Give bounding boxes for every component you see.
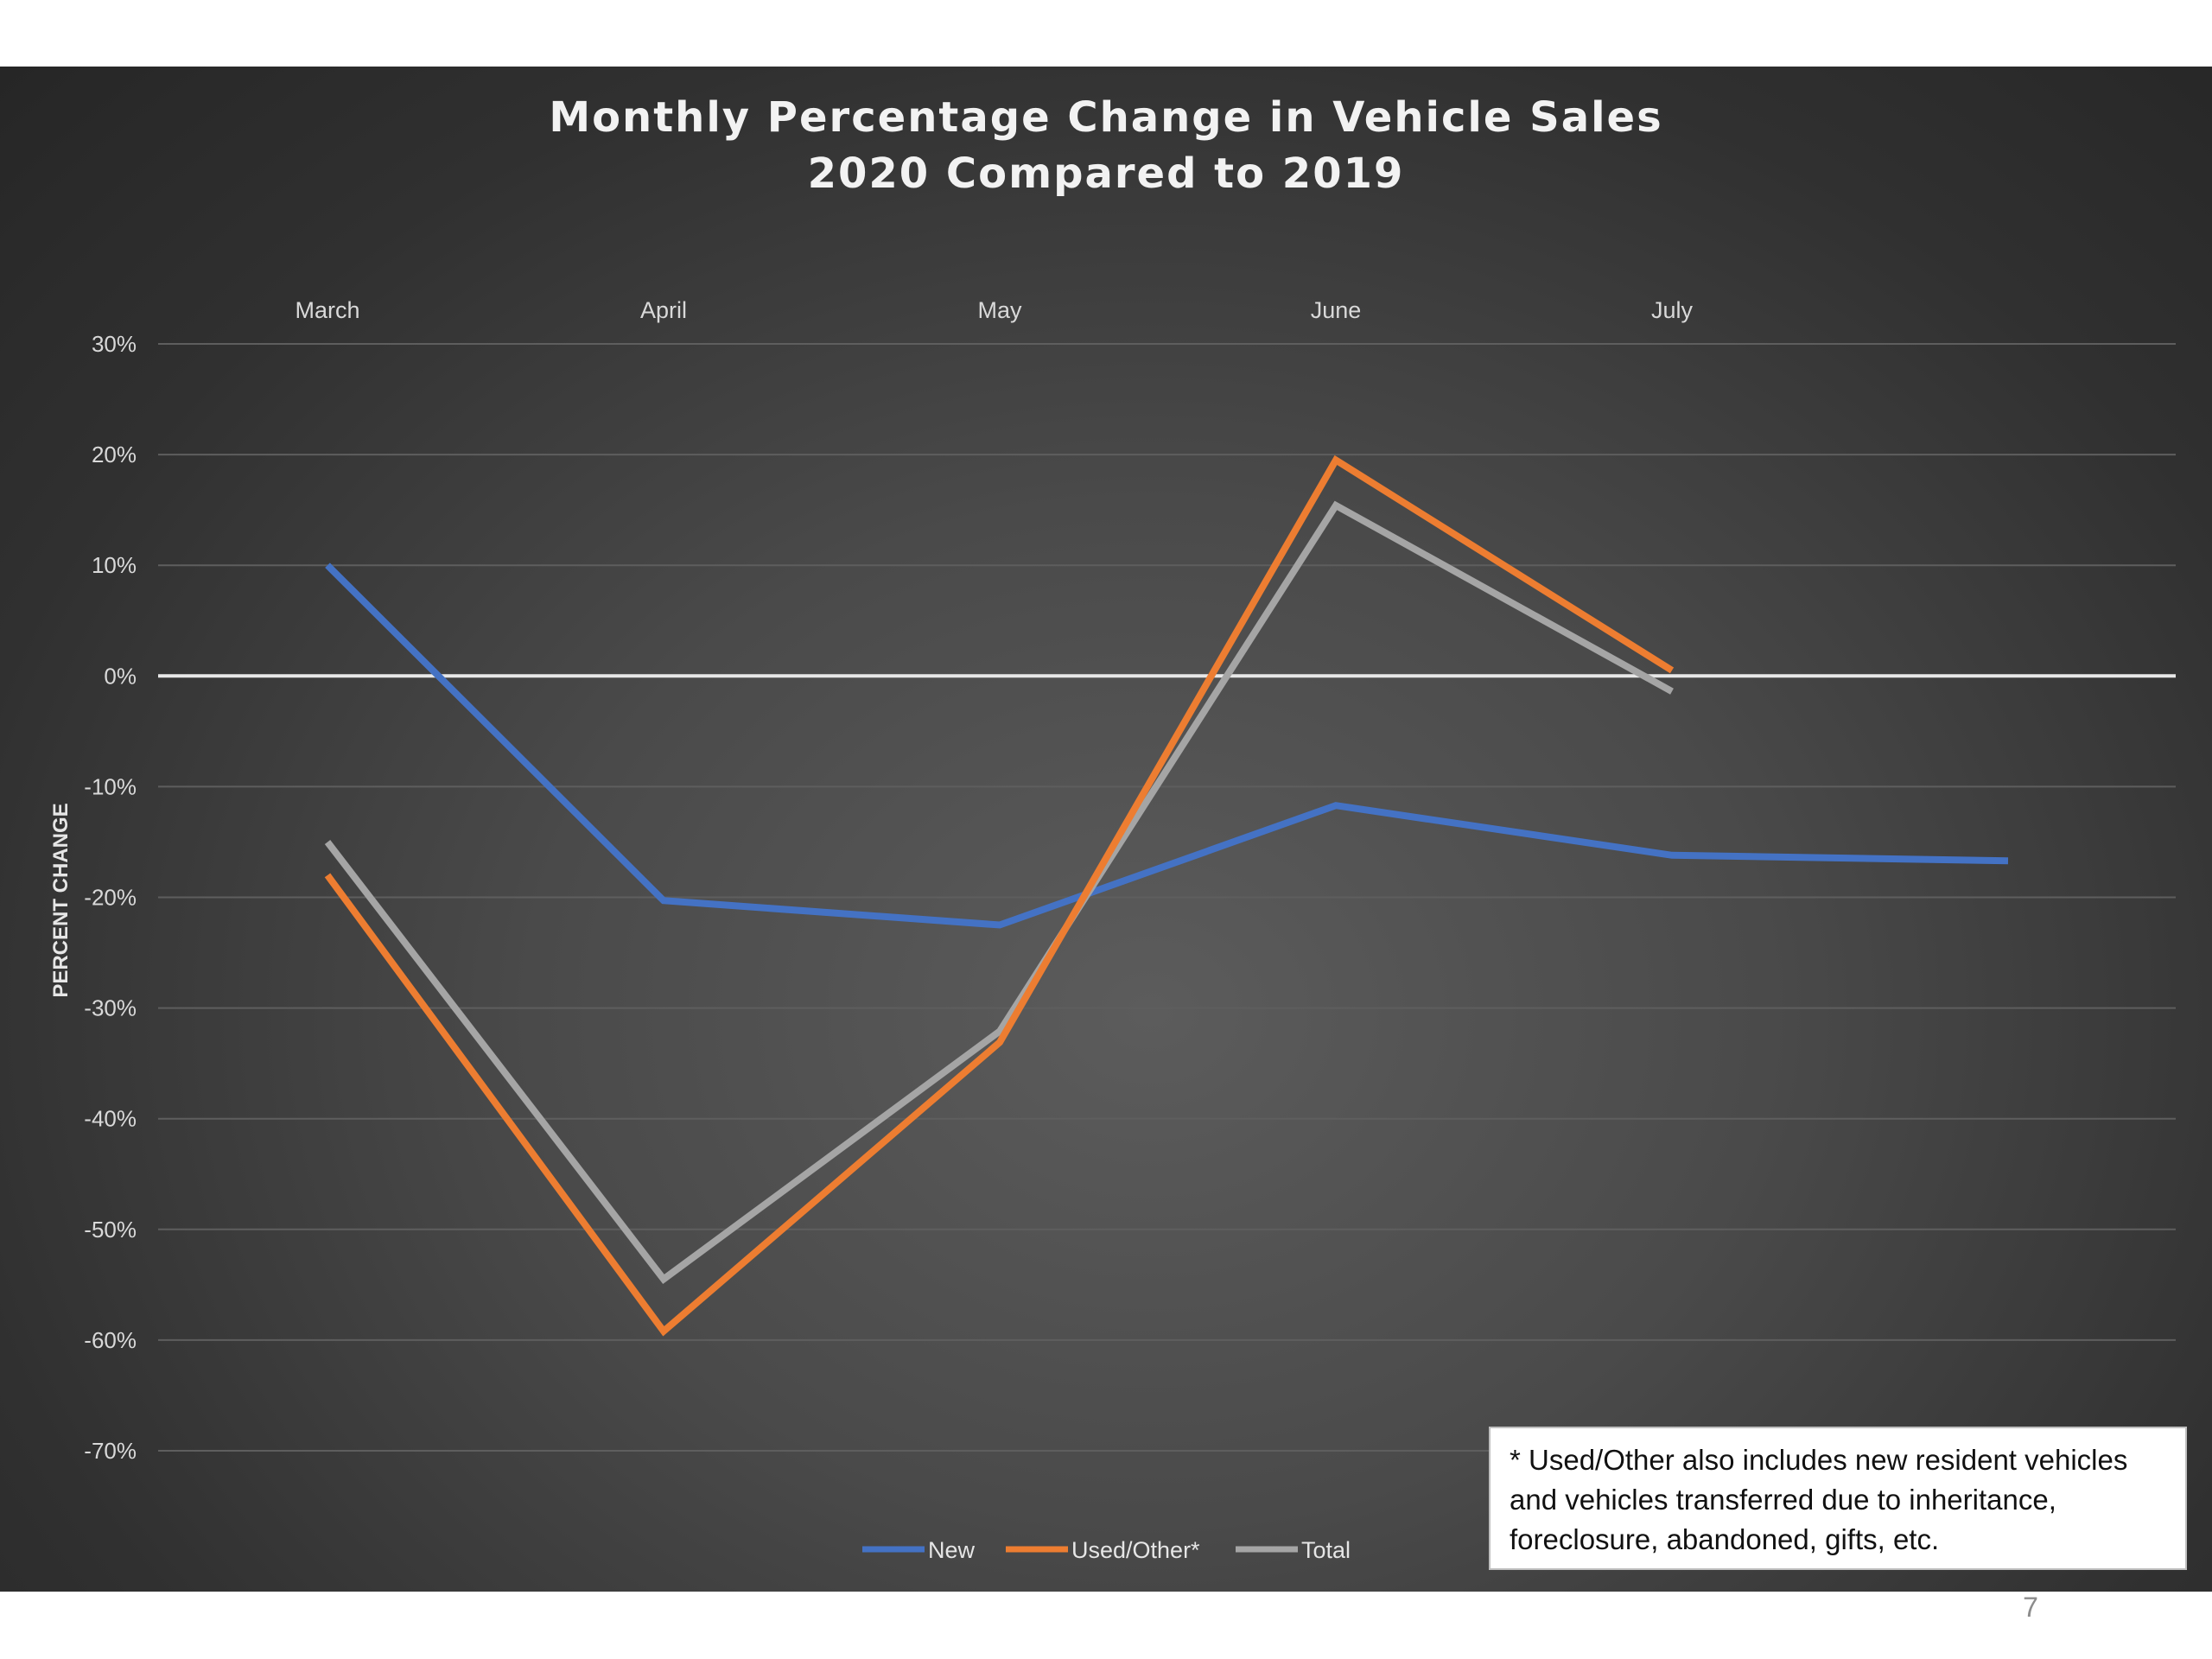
y-tick-label: -50% <box>84 1217 137 1243</box>
y-tick-labels: 30% 20% 10% 0% -10% -20% -30% -40% -50% -60% -70% <box>84 331 137 1464</box>
series-line-new <box>325 563 2009 929</box>
x-tick-label: June <box>1311 297 1362 323</box>
y-tick-label: -30% <box>84 995 137 1021</box>
y-tick-label: -20% <box>84 885 137 911</box>
grid-lines <box>158 343 2176 1452</box>
y-tick-label: -70% <box>84 1438 137 1464</box>
footnote-line-1: * Used/Other also includes new resident … <box>1510 1444 2128 1476</box>
x-tick-label: May <box>977 297 1022 323</box>
x-tick-label: March <box>295 297 359 323</box>
legend-label: Used/Other* <box>1071 1537 1200 1563</box>
series-lines <box>324 454 2009 1337</box>
footnote-box: * Used/Other also includes new resident … <box>1489 1427 2187 1570</box>
y-tick-label: 0% <box>104 663 137 689</box>
chart-panel <box>0 67 2212 1592</box>
x-tick-labels: March April May June July <box>295 297 1693 323</box>
y-axis-label: PERCENT CHANGE <box>49 803 73 997</box>
legend-label: Total <box>1301 1537 1351 1563</box>
chart-title-line-1: Monthly Percentage Change in Vehicle Sal… <box>549 93 1662 142</box>
y-tick-label: 20% <box>92 442 137 467</box>
y-tick-label: 30% <box>92 331 137 357</box>
chart-title-line-2: 2020 Compared to 2019 <box>808 149 1405 198</box>
legend-label: New <box>928 1537 976 1563</box>
y-tick-label: 10% <box>92 552 137 578</box>
series-line-total <box>324 500 1674 1284</box>
x-tick-label: April <box>640 297 687 323</box>
y-tick-label: -60% <box>84 1327 137 1353</box>
page-number: 7 <box>2023 1592 2038 1623</box>
footnote-line-3: foreclosure, abandoned, gifts, etc. <box>1510 1523 1940 1555</box>
y-tick-label: -40% <box>84 1106 137 1132</box>
legend: New Used/Other* Total <box>862 1537 1351 1563</box>
footnote-line-2: and vehicles transferred due to inherita… <box>1510 1484 2056 1516</box>
series-line-used-other <box>324 454 1675 1337</box>
x-tick-label: July <box>1651 297 1694 323</box>
y-tick-label: -10% <box>84 773 137 799</box>
